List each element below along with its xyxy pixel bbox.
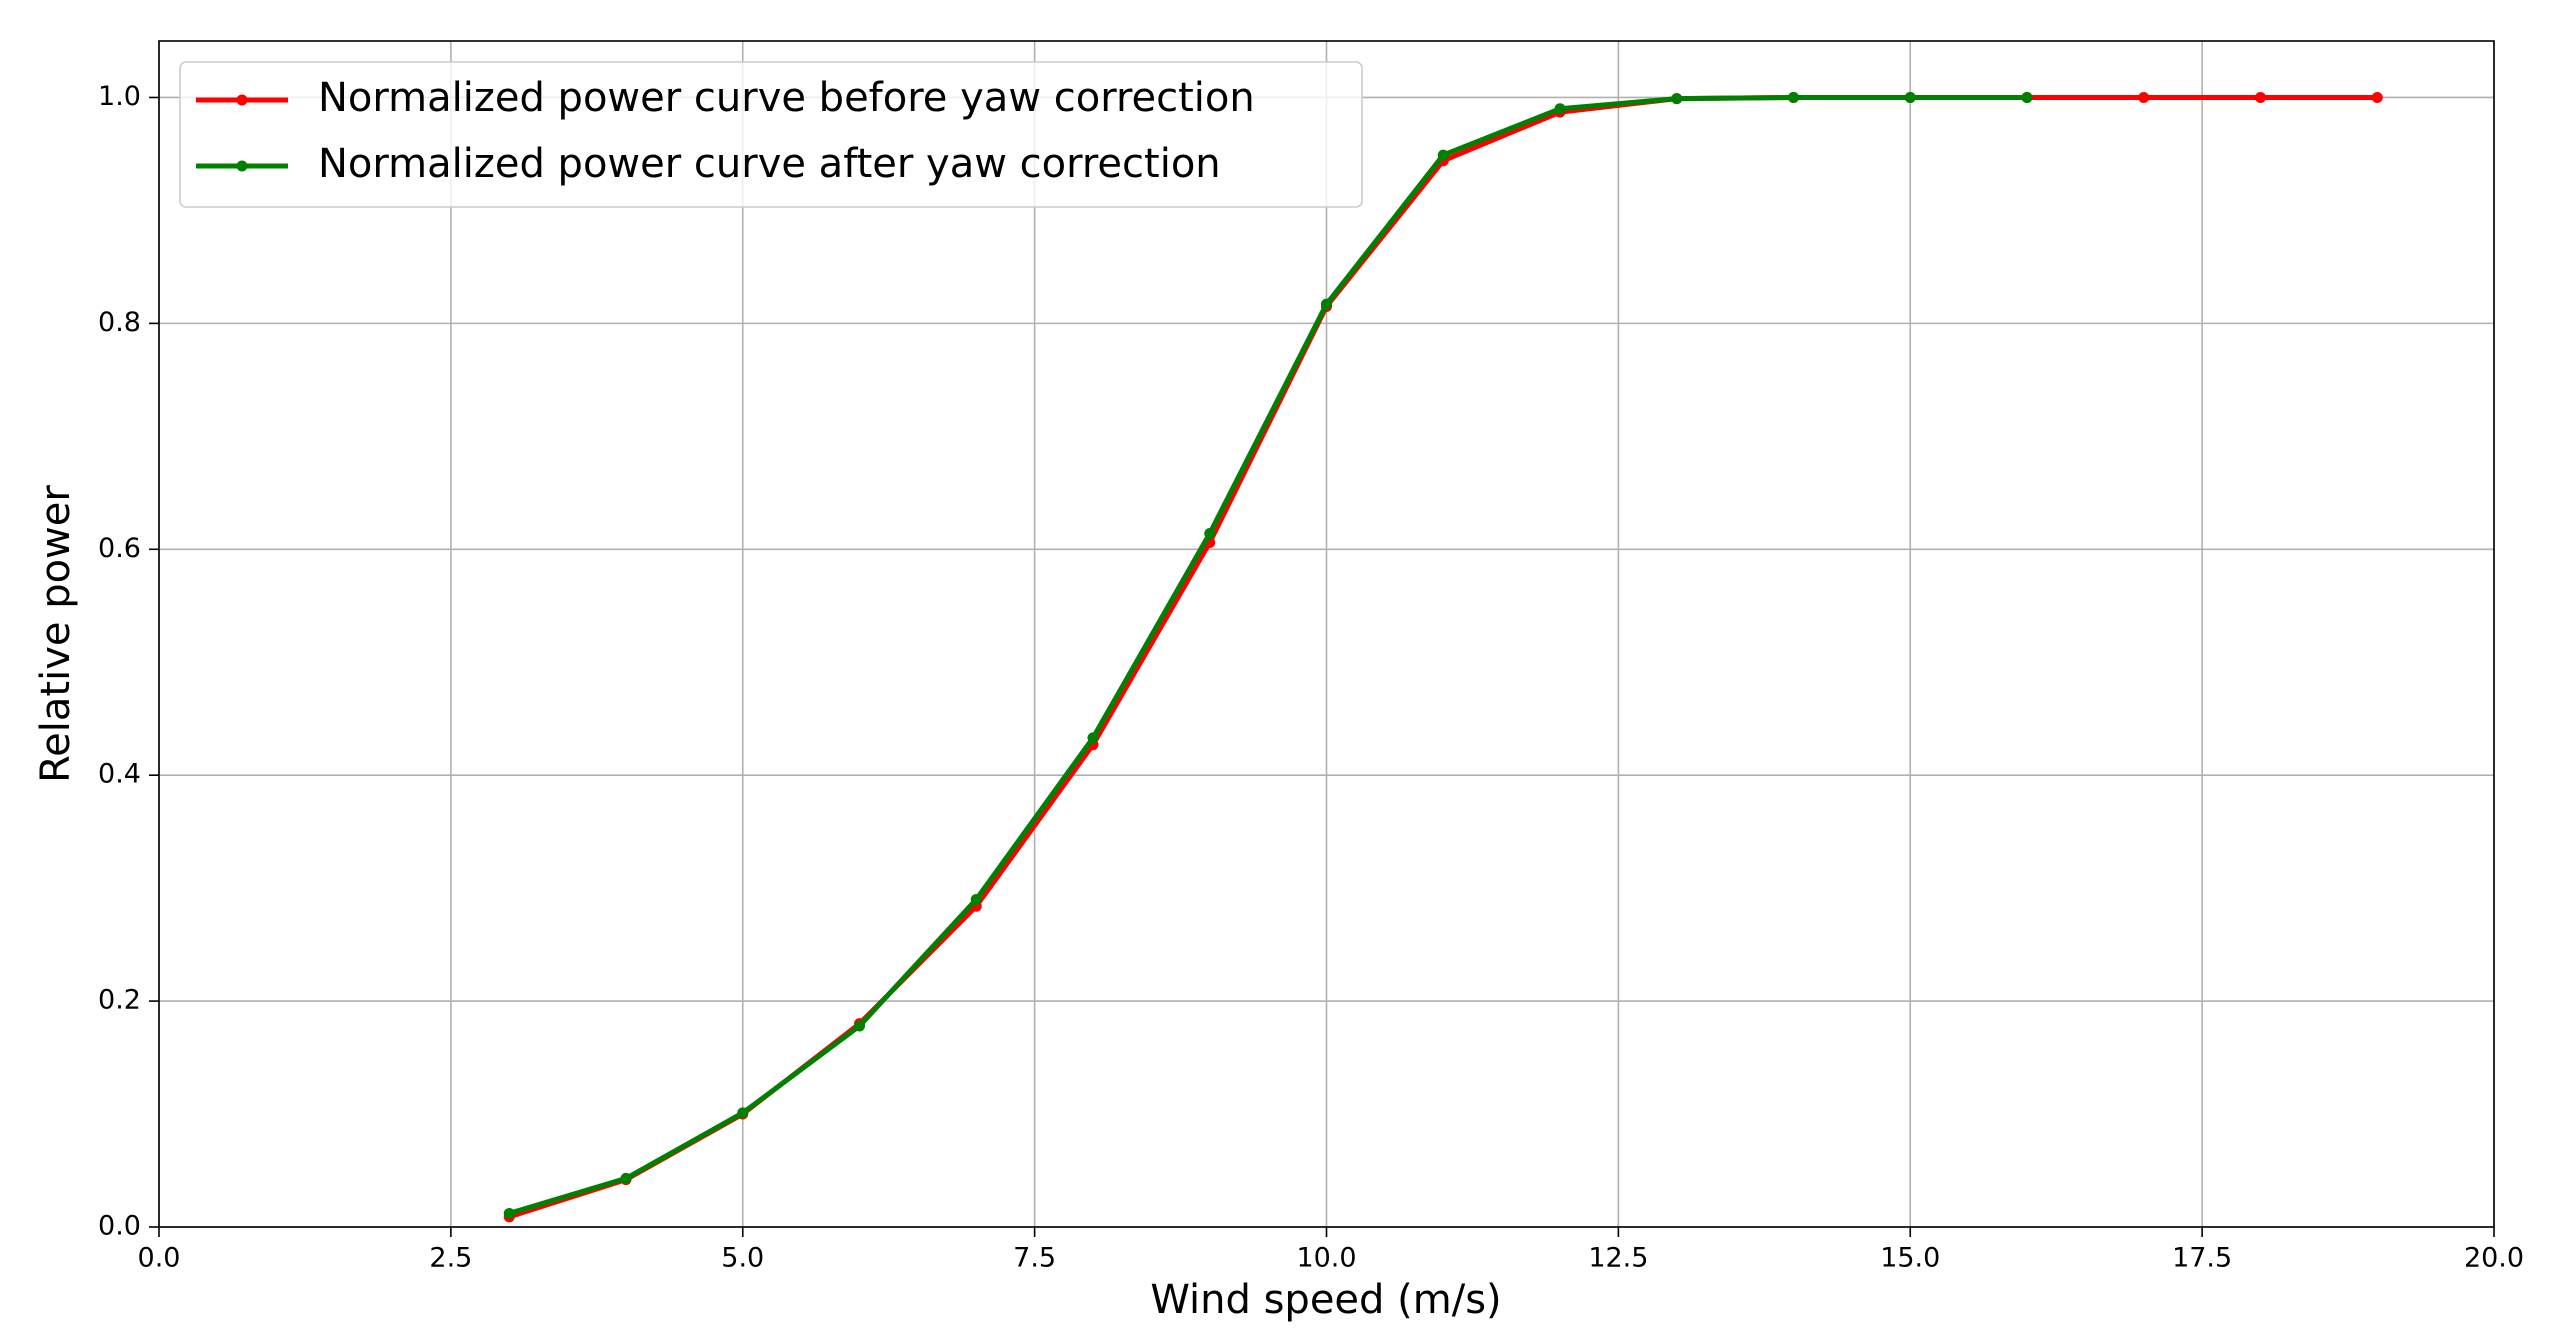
data-point xyxy=(854,1020,865,1032)
legend-label: Normalized power curve before yaw correc… xyxy=(318,75,1255,121)
x-tick-label: 20.0 xyxy=(2464,1243,2524,1274)
data-point xyxy=(1321,298,1332,310)
y-tick-label: 0.6 xyxy=(98,533,141,564)
x-tick-label: 0.0 xyxy=(138,1243,181,1274)
data-point xyxy=(1554,103,1566,115)
y-tick-label: 0.4 xyxy=(98,759,141,790)
data-point xyxy=(2021,91,2033,103)
legend-marker xyxy=(236,94,248,106)
x-tick-label: 7.5 xyxy=(1013,1243,1056,1274)
data-point xyxy=(1204,527,1216,539)
x-tick-label: 5.0 xyxy=(721,1243,764,1274)
x-tick-label: 2.5 xyxy=(429,1243,472,1274)
series-line xyxy=(508,94,2027,1216)
legend-marker xyxy=(236,160,248,172)
x-tick-label: 15.0 xyxy=(1880,1243,1940,1274)
plot-frame xyxy=(158,40,2495,1228)
y-tick-label: 0.0 xyxy=(98,1211,141,1242)
x-axis-label: Wind speed (m/s) xyxy=(1150,1277,1501,1323)
data-point xyxy=(1788,91,1799,103)
data-point xyxy=(1671,93,1683,105)
data-point xyxy=(2255,91,2266,103)
data-point xyxy=(1904,91,1916,103)
data-point xyxy=(503,1207,515,1219)
data-point xyxy=(970,893,982,905)
y-tick-label: 1.0 xyxy=(98,81,141,112)
data-point xyxy=(1437,149,1449,161)
y-tick-label: 0.8 xyxy=(98,307,141,338)
data-point xyxy=(1087,732,1099,744)
data-point xyxy=(737,1107,749,1119)
x-tick-label: 17.5 xyxy=(2172,1243,2232,1274)
legend-box xyxy=(179,61,1363,208)
data-point xyxy=(2371,91,2383,103)
series-line xyxy=(508,94,2378,1220)
x-tick-label: 10.0 xyxy=(1296,1243,1356,1274)
data-point xyxy=(620,1172,632,1184)
y-tick-label: 0.2 xyxy=(98,985,141,1016)
x-tick-label: 12.5 xyxy=(1588,1243,1648,1274)
data-point xyxy=(2138,91,2150,103)
legend-label: Normalized power curve after yaw correct… xyxy=(318,141,1221,187)
y-axis-label: Relative power xyxy=(33,485,79,783)
